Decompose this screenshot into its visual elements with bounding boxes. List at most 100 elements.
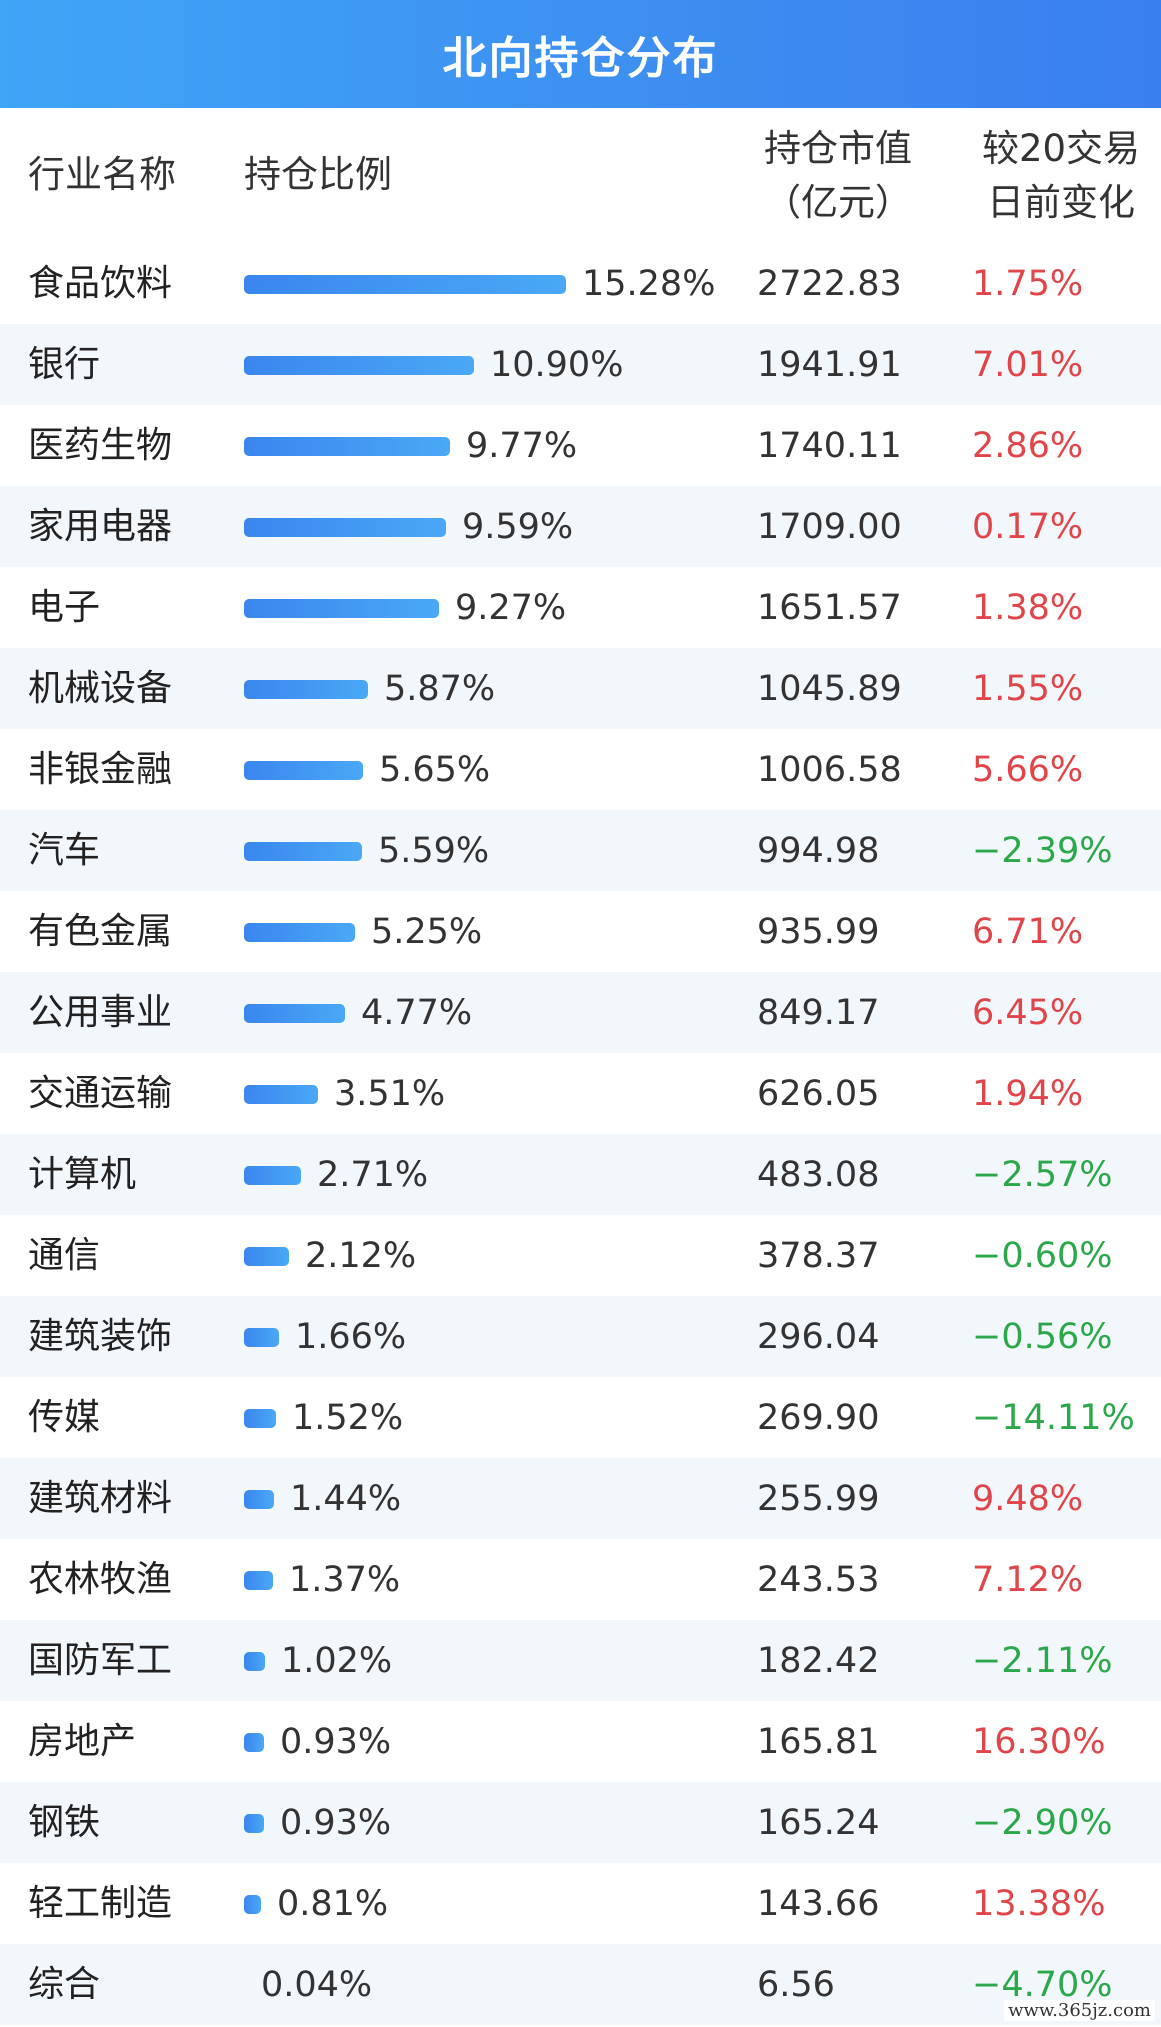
market-value: 378.37 [757, 1236, 880, 1276]
header-ratio: 持仓比例 [244, 153, 392, 196]
industry-name: 综合 [28, 1964, 101, 2005]
header-change-line2: 日前变化 [987, 181, 1135, 224]
change-value: 1.94% [972, 1074, 1084, 1114]
change-value: 7.01% [972, 345, 1084, 385]
industry-name: 轻工制造 [28, 1883, 173, 1924]
table-header: 行业名称 持仓比例 持仓市值 （亿元） 较20交易 日前变化 [0, 108, 1161, 243]
market-value: 143.66 [757, 1884, 880, 1924]
ratio-bar [244, 923, 355, 942]
market-value: 1941.91 [757, 345, 902, 385]
table-row: 有色金属 5.25% 935.99 6.71% [0, 891, 1161, 972]
change-value: 13.38% [972, 1884, 1106, 1924]
market-value: 1006.58 [757, 750, 902, 790]
market-value: 182.42 [757, 1641, 880, 1681]
change-value: −2.11% [972, 1641, 1113, 1681]
market-value: 935.99 [757, 912, 880, 952]
market-value: 1045.89 [757, 669, 902, 709]
change-value: 16.30% [972, 1722, 1106, 1762]
ratio-bar [244, 1247, 289, 1266]
ratio-bar [244, 1085, 318, 1104]
ratio-bar [244, 1409, 276, 1428]
ratio-label: 1.52% [292, 1398, 404, 1438]
table-row: 建筑材料 1.44% 255.99 9.48% [0, 1458, 1161, 1539]
market-value: 1651.57 [757, 588, 902, 628]
change-value: −0.60% [972, 1236, 1113, 1276]
title-bar: 北向持仓分布 [0, 0, 1161, 108]
market-value: 1740.11 [757, 426, 902, 466]
market-value: 165.81 [757, 1722, 880, 1762]
table-row: 机械设备 5.87% 1045.89 1.55% [0, 648, 1161, 729]
page-title: 北向持仓分布 [442, 33, 719, 84]
industry-name: 国防军工 [28, 1640, 173, 1681]
change-value: −4.70% [972, 1965, 1113, 2005]
ratio-label: 5.59% [378, 831, 490, 871]
change-value: 1.55% [972, 669, 1084, 709]
industry-name: 传媒 [28, 1397, 101, 1438]
industry-name: 医药生物 [28, 425, 173, 466]
industry-name: 非银金融 [28, 749, 173, 790]
change-value: −2.57% [972, 1155, 1113, 1195]
ratio-label: 1.02% [281, 1641, 393, 1681]
change-value: 5.66% [972, 750, 1084, 790]
table-row: 公用事业 4.77% 849.17 6.45% [0, 972, 1161, 1053]
industry-name: 银行 [28, 344, 101, 385]
table-row: 通信 2.12% 378.37 −0.60% [0, 1215, 1161, 1296]
ratio-bar [244, 1895, 261, 1914]
change-value: 2.86% [972, 426, 1084, 466]
ratio-bar [244, 1004, 345, 1023]
header-value-line2: （亿元） [764, 181, 912, 224]
ratio-label: 2.12% [305, 1236, 417, 1276]
change-value: −2.39% [972, 831, 1113, 871]
table-row: 农林牧渔 1.37% 243.53 7.12% [0, 1539, 1161, 1620]
table-row: 房地产 0.93% 165.81 16.30% [0, 1701, 1161, 1782]
ratio-label: 5.65% [379, 750, 491, 790]
change-value: 1.75% [972, 264, 1084, 304]
table-row: 传媒 1.52% 269.90 −14.11% [0, 1377, 1161, 1458]
ratio-label: 1.37% [289, 1560, 401, 1600]
market-value: 1709.00 [757, 507, 902, 547]
ratio-bar [244, 761, 363, 780]
industry-name: 交通运输 [28, 1073, 173, 1114]
industry-name: 钢铁 [28, 1802, 101, 1843]
market-value: 269.90 [757, 1398, 880, 1438]
market-value: 165.24 [757, 1803, 880, 1843]
change-value: 6.71% [972, 912, 1084, 952]
ratio-bar [244, 518, 446, 537]
table-row: 家用电器 9.59% 1709.00 0.17% [0, 486, 1161, 567]
header-change-line1: 较20交易 [981, 127, 1141, 170]
ratio-label: 0.93% [280, 1803, 392, 1843]
ratio-label: 0.04% [261, 1965, 373, 2005]
table-row: 综合 0.04% 6.56 −4.70% [0, 1944, 1161, 2025]
table-row: 医药生物 9.77% 1740.11 2.86% [0, 405, 1161, 486]
industry-name: 建筑装饰 [28, 1316, 173, 1357]
table-row: 食品饮料 15.28% 2722.83 1.75% [0, 243, 1161, 324]
market-value: 243.53 [757, 1560, 880, 1600]
market-value: 255.99 [757, 1479, 880, 1519]
table-row: 钢铁 0.93% 165.24 −2.90% [0, 1782, 1161, 1863]
ratio-bar [244, 1328, 279, 1347]
table-row: 汽车 5.59% 994.98 −2.39% [0, 810, 1161, 891]
industry-name: 有色金属 [28, 911, 173, 952]
table-row: 轻工制造 0.81% 143.66 13.38% [0, 1863, 1161, 1944]
market-value: 2722.83 [757, 264, 902, 304]
market-value: 6.56 [757, 1965, 835, 2005]
ratio-label: 4.77% [361, 993, 473, 1033]
industry-name: 家用电器 [28, 506, 173, 547]
table-row: 银行 10.90% 1941.91 7.01% [0, 324, 1161, 405]
ratio-bar [244, 356, 474, 375]
ratio-label: 9.59% [462, 507, 574, 547]
header-value: 持仓市值 （亿元） [758, 122, 918, 230]
industry-name: 电子 [28, 587, 101, 628]
ratio-label: 5.25% [371, 912, 483, 952]
ratio-label: 1.66% [295, 1317, 407, 1357]
ratio-bar [244, 275, 566, 294]
ratio-bar [244, 842, 362, 861]
change-value: 9.48% [972, 1479, 1084, 1519]
industry-name: 食品饮料 [28, 263, 173, 304]
industry-name: 建筑材料 [28, 1478, 173, 1519]
table-row: 建筑装饰 1.66% 296.04 −0.56% [0, 1296, 1161, 1377]
ratio-label: 9.77% [466, 426, 578, 466]
change-value: 1.38% [972, 588, 1084, 628]
ratio-label: 3.51% [334, 1074, 446, 1114]
industry-name: 房地产 [28, 1721, 137, 1762]
